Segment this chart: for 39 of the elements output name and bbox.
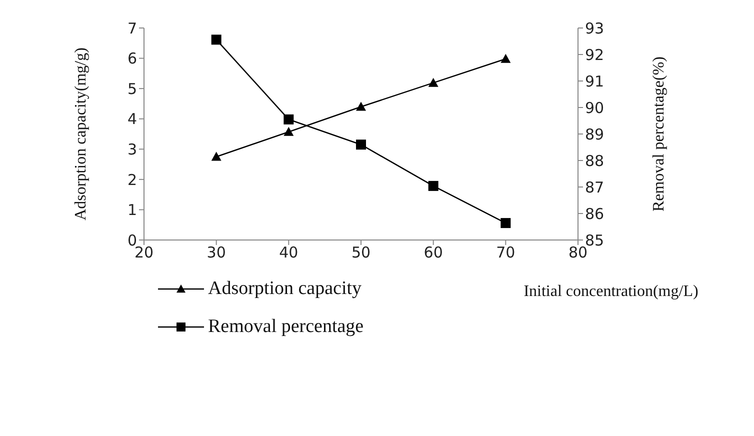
y2-tick-label: 92 bbox=[585, 46, 604, 64]
y-tick-label: 3 bbox=[127, 140, 137, 158]
x-axis-title: Initial concentration(mg/L) bbox=[524, 283, 698, 300]
point bbox=[356, 102, 366, 111]
point bbox=[500, 54, 511, 63]
y-tick-label: 4 bbox=[127, 110, 137, 128]
y2-tick-label: 90 bbox=[585, 98, 604, 117]
point bbox=[284, 126, 294, 136]
y-tick-label: 1 bbox=[127, 201, 137, 220]
y2-tick-label: 87 bbox=[585, 178, 604, 196]
legend-label: Adsorption capacity bbox=[208, 278, 362, 300]
y-tick-label: 7 bbox=[127, 19, 137, 38]
point bbox=[428, 78, 438, 87]
y-tick-label: 0 bbox=[127, 231, 137, 250]
point bbox=[211, 152, 222, 161]
legend-label: Removal percentage bbox=[208, 316, 364, 338]
point bbox=[428, 180, 438, 191]
point bbox=[356, 140, 366, 150]
y2-tick-label: 85 bbox=[585, 231, 604, 250]
y2-tick-label: 89 bbox=[585, 125, 604, 144]
x-tick-label: 50 bbox=[351, 244, 371, 262]
point bbox=[284, 114, 294, 124]
y-axis-title: Adsorption capacity(mg/g) bbox=[72, 48, 90, 220]
y2-axis-title: Removal percentage(%) bbox=[650, 56, 668, 212]
y2-tick-label: 93 bbox=[585, 19, 604, 38]
x-tick-label: 30 bbox=[206, 244, 226, 262]
y2-tick-label: 88 bbox=[585, 152, 604, 170]
point bbox=[500, 218, 511, 228]
x-tick-label: 70 bbox=[496, 244, 516, 262]
y-tick-label: 2 bbox=[127, 170, 137, 189]
x-tick-label: 60 bbox=[424, 244, 443, 262]
x-tick-label: 80 bbox=[568, 244, 588, 262]
x-tick-label: 40 bbox=[279, 244, 298, 262]
y2-tick-label: 86 bbox=[585, 204, 604, 223]
point bbox=[211, 34, 222, 45]
x-tick-label: 20 bbox=[134, 244, 154, 262]
y2-tick-label: 91 bbox=[585, 72, 604, 90]
y-tick-label: 5 bbox=[127, 80, 137, 98]
y-tick-label: 6 bbox=[127, 50, 137, 68]
